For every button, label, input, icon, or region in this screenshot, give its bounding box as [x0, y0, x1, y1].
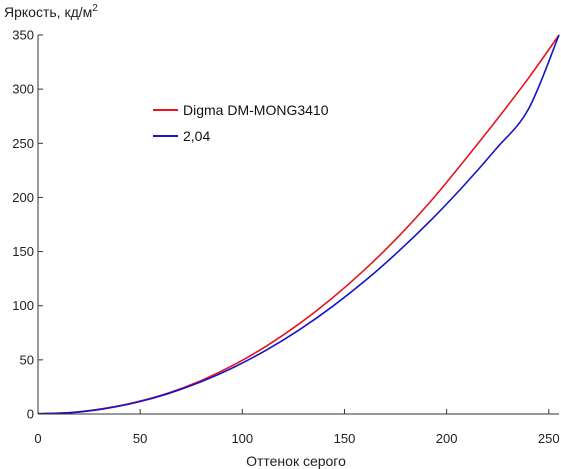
series-line-1 [37, 34, 560, 415]
x-axis-title: Оттенок серого [246, 453, 346, 469]
x-tick-label-5: 250 [538, 431, 560, 446]
x-tick-label-0: 0 [34, 431, 41, 446]
legend-label-0: Digma DM-MONG3410 [183, 102, 329, 118]
y-axis-ticks: 0 50 100 150 200 250 300 350 [12, 28, 43, 422]
x-tick-label-3: 150 [334, 431, 356, 446]
y-tick-label-4: 200 [12, 190, 34, 205]
y-axis-title-superscript: 2 [92, 3, 98, 14]
series-layer [37, 34, 560, 415]
y-tick-label-0: 0 [27, 407, 34, 422]
y-tick-label-2: 100 [12, 298, 34, 313]
y-tick-label-3: 150 [12, 244, 34, 259]
y-tick-label-7: 350 [12, 28, 34, 43]
y-axis-title-text: Яркость, кд/м [4, 4, 92, 20]
y-tick-label-1: 50 [20, 352, 34, 367]
x-axis-ticks: 0 50 100 150 200 250 [34, 409, 560, 446]
legend-label-1: 2,04 [183, 128, 210, 144]
x-tick-label-1: 50 [133, 431, 147, 446]
legend: Digma DM-MONG3410 2,04 [153, 102, 329, 144]
y-axis-title: Яркость, кд/м2 [4, 3, 98, 20]
y-tick-label-5: 250 [12, 136, 34, 151]
x-tick-label-4: 200 [436, 431, 458, 446]
y-tick-label-6: 300 [12, 82, 34, 97]
svg-text:Яркость, кд/м2: Яркость, кд/м2 [4, 3, 98, 20]
x-tick-label-2: 100 [231, 431, 253, 446]
series-line-0 [37, 34, 560, 415]
